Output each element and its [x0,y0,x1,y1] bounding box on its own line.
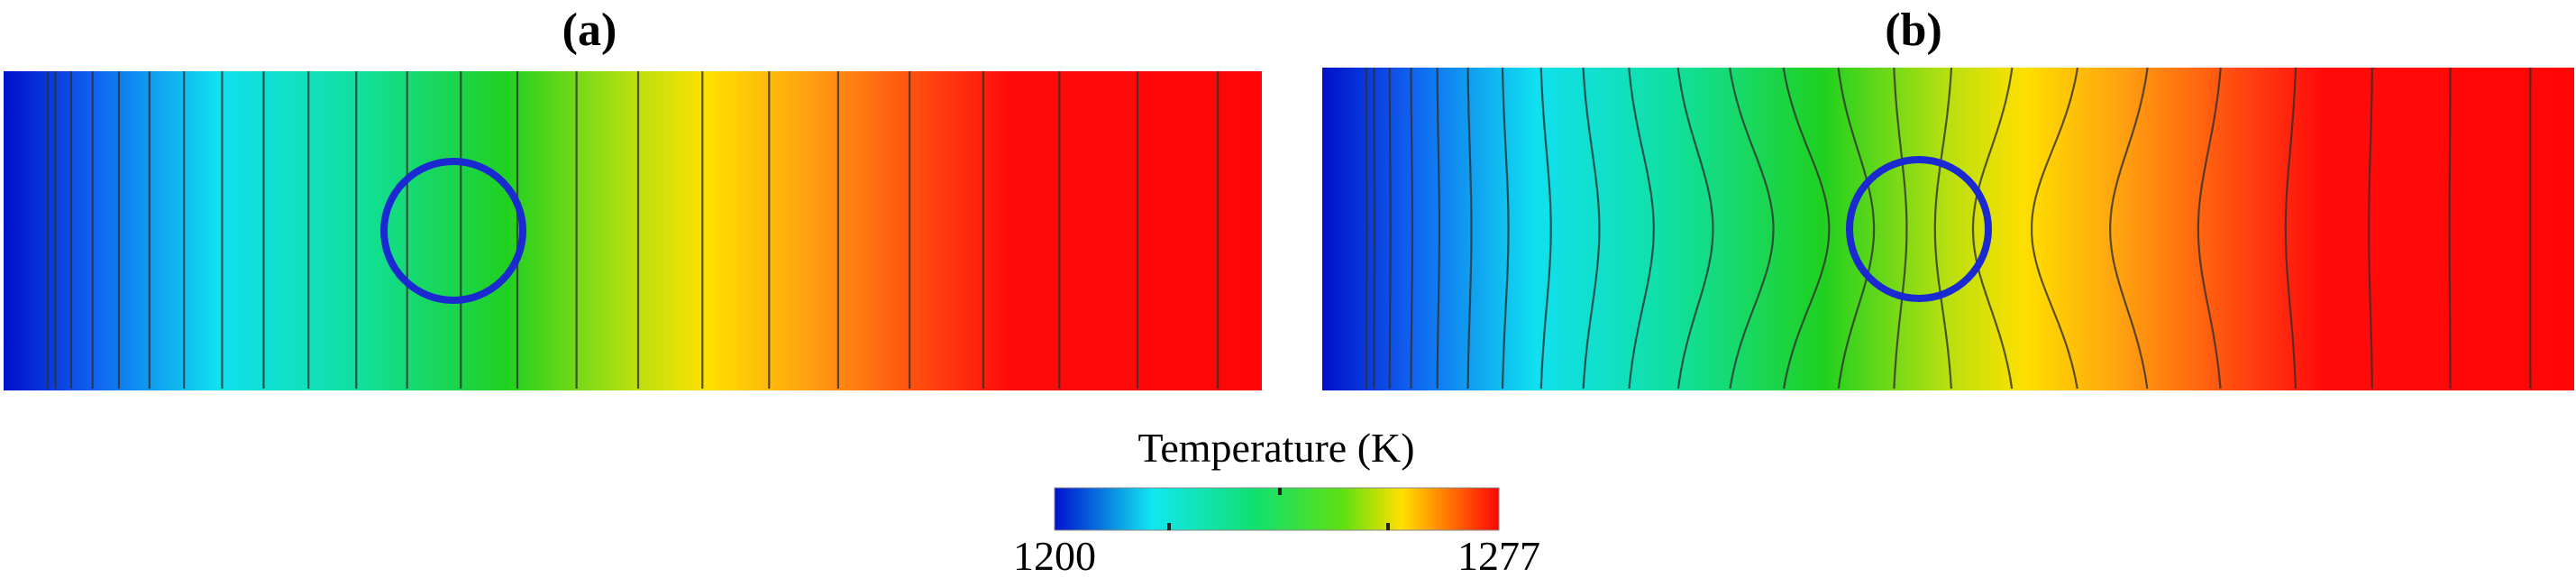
colorbar-min: 1200 [1013,533,1096,578]
contour-line [1365,68,1368,389]
contour-line [2031,67,2079,390]
contour-line [1676,67,1714,390]
contour-line [2109,67,2149,390]
contour-line [1729,67,1775,390]
contour-line [1893,67,1908,390]
colorbar [1054,487,1500,531]
contour-line [1410,68,1413,389]
contour-panel [4,71,1262,390]
contour-line [1933,67,1953,390]
inclusion [380,158,526,304]
contour-line [1436,68,1440,389]
inclusion [1846,156,1992,302]
contour-line [2368,67,2373,390]
contour-line [1582,67,1601,390]
contour-line [1971,67,2014,390]
contour-line [1782,67,1831,390]
contour-line [1373,68,1376,389]
contour-line [1539,67,1552,390]
contour-line [2197,67,2222,390]
contour-line [2448,68,2452,389]
contour-line [2284,67,2297,390]
contour-line [1837,67,1876,390]
colorbar-title: Temperature (K) [1137,425,1414,471]
temperature-field [1322,68,2574,390]
contour-panel [1322,67,2574,390]
panel-label: (a) [562,5,617,56]
temperature-field [4,71,1262,390]
panel-label: (b) [1885,5,1942,56]
contour-line [1501,67,1510,390]
colorbar-max: 1277 [1457,533,1540,578]
contour-line [1388,68,1392,389]
contour-line [1466,68,1473,389]
contour-line [1628,67,1655,390]
